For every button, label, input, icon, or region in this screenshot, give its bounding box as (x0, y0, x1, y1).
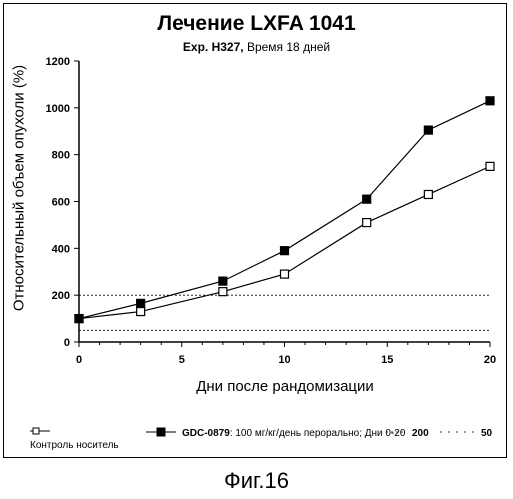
x-tick-label-15: 15 (381, 354, 393, 366)
x-tick-label-5: 5 (179, 354, 185, 366)
legend-treatment-drug: GDC-0879 (182, 428, 230, 439)
series-0-point-6 (486, 162, 494, 170)
y-tick-label-1200: 1200 (46, 56, 70, 68)
series-1-point-6 (486, 97, 494, 105)
series-0-point-1 (137, 308, 145, 316)
series-1-point-3 (281, 247, 289, 255)
x-tick-label-20: 20 (484, 354, 496, 366)
y-tick-label-400: 400 (52, 243, 70, 255)
figure-caption: Фиг.16 (0, 468, 513, 494)
legend-ref-50: 50 (481, 428, 492, 439)
series-0-point-3 (281, 270, 289, 278)
series-0-point-2 (219, 288, 227, 296)
legend-ref-200: 200 (412, 428, 429, 439)
x-tick-label-10: 10 (278, 354, 290, 366)
legend-marker-treatment (157, 428, 165, 436)
legend-marker-control (33, 428, 39, 434)
series-1-point-1 (137, 299, 145, 307)
y-tick-label-200: 200 (52, 290, 70, 302)
legend-label-control: Контроль носитель (30, 440, 119, 451)
series-1-point-5 (424, 126, 432, 134)
series-0-point-5 (424, 190, 432, 198)
series-1-point-4 (363, 195, 371, 203)
y-tick-label-800: 800 (52, 150, 70, 162)
y-tick-label-0: 0 (64, 337, 70, 349)
series-1-point-2 (219, 277, 227, 285)
y-tick-label-1000: 1000 (46, 103, 70, 115)
legend-label-treatment: GDC-0879: 100 мг/кг/день перорально; Дни… (182, 428, 405, 439)
series-line-0 (79, 166, 490, 318)
legend-treatment-detail: 100 мг/кг/день перорально; Дни 0-20 (235, 428, 405, 439)
series-1-point-0 (75, 315, 83, 323)
y-tick-label-600: 600 (52, 197, 70, 209)
x-tick-label-0: 0 (76, 354, 82, 366)
series-0-point-4 (363, 219, 371, 227)
